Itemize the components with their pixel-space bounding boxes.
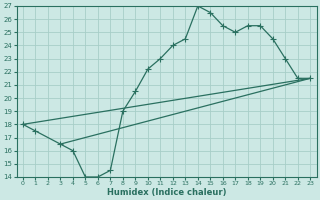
X-axis label: Humidex (Indice chaleur): Humidex (Indice chaleur) xyxy=(107,188,226,197)
